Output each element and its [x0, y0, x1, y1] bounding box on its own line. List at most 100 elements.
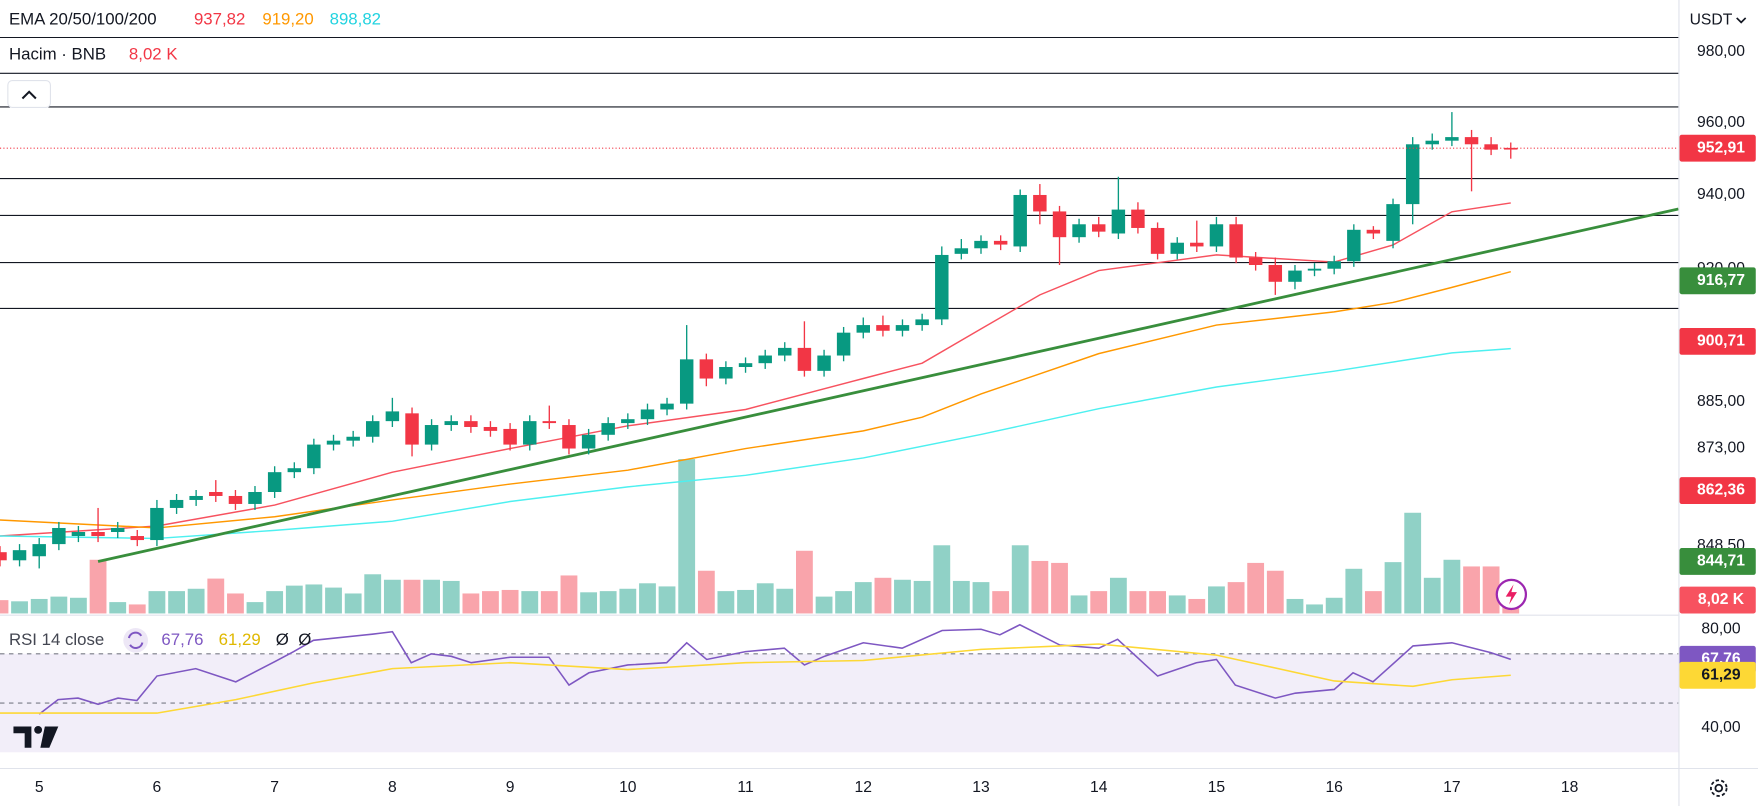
candle-body [12, 550, 27, 561]
candle-body [1209, 224, 1224, 247]
price-badge [1679, 548, 1756, 575]
candle-body [91, 532, 105, 537]
candle-body [817, 355, 831, 371]
candle-body [1386, 204, 1400, 241]
collapse-button-box[interactable] [7, 80, 52, 109]
volume-bar [1188, 598, 1206, 614]
y-tick-label: 885,00 [1697, 393, 1745, 410]
volume-bar [580, 592, 598, 614]
candle-body [699, 359, 714, 379]
volume-bar [482, 591, 499, 614]
x-tick-label: 8 [388, 779, 397, 796]
dropdown-icon [1736, 17, 1747, 24]
volume-bar [1109, 577, 1127, 614]
candle-body [523, 421, 537, 445]
candle-body [71, 532, 86, 537]
icon-bg[interactable] [123, 628, 148, 653]
candle-body [954, 248, 969, 254]
volume-bar [1463, 566, 1480, 614]
volume-bar [815, 596, 833, 614]
rsi-line [38, 623, 1512, 715]
candle-body [1405, 144, 1420, 205]
volume-bar [1306, 604, 1323, 614]
volume-bar [894, 579, 911, 614]
gear-outer[interactable] [1710, 779, 1728, 797]
y-tick-label: 873,00 [1697, 440, 1745, 457]
volume-bar [776, 588, 794, 614]
ema-legend-value: 898,82 [330, 10, 381, 29]
candle-body [189, 495, 203, 500]
volume-bar [403, 579, 421, 614]
candle-body [1111, 209, 1126, 234]
candle-body [130, 536, 144, 541]
price-badge-label: 952,91 [1697, 139, 1745, 156]
x-tick-label: 18 [1561, 779, 1579, 796]
candle-body [0, 552, 7, 561]
candle-body [993, 240, 1008, 245]
rsi-pane [0, 615, 1679, 768]
rsi-legend-extra: Ø [298, 630, 311, 649]
volume-legend-title: Hacim · BNB [9, 44, 106, 63]
y-tick-label: 960,00 [1697, 114, 1745, 131]
alert-icon[interactable] [1495, 578, 1528, 611]
volume-bar [1208, 586, 1225, 614]
candle-body [1229, 224, 1243, 258]
volume-bar [187, 588, 205, 614]
volume-bar [737, 589, 754, 614]
volume-bar [1070, 595, 1088, 614]
volume-bar [364, 574, 382, 614]
volume-bar [796, 550, 813, 614]
rsi-legend-extra: Ø [276, 630, 289, 649]
candle-body [287, 468, 302, 473]
price-badge-label: 900,71 [1697, 333, 1745, 350]
volume-badge [1679, 586, 1756, 614]
candle-body [385, 411, 400, 422]
volume-bar [835, 591, 853, 614]
candle-body [778, 347, 792, 356]
x-tick-label: 7 [270, 779, 279, 796]
candle-body [1347, 229, 1361, 262]
collapse-button[interactable] [7, 80, 52, 109]
volume-bar [599, 591, 617, 614]
candle-body [679, 359, 694, 404]
price-badge [1679, 134, 1756, 162]
candle-body [1484, 144, 1498, 150]
x-tick-label: 14 [1090, 779, 1108, 796]
candle-body [1307, 268, 1322, 271]
price-badge-label: 862,36 [1697, 482, 1745, 499]
candle-body [621, 419, 635, 424]
volume-bar [717, 591, 735, 614]
volume-bar [560, 575, 578, 614]
volume-bar [540, 591, 558, 614]
volume-bar [89, 559, 107, 614]
volume-badge-label: 8,02 K [1698, 591, 1745, 608]
candle-body [836, 332, 851, 356]
candle-body [209, 491, 223, 496]
logo [13, 725, 59, 748]
icon-glyph [127, 631, 144, 649]
candle-body [1268, 264, 1283, 282]
candle-body [876, 325, 890, 331]
x-tick-label: 16 [1325, 779, 1343, 796]
candle-body [1445, 137, 1459, 141]
volume-bar [148, 591, 166, 614]
candle-body [307, 444, 321, 469]
quote-selector[interactable]: USDT [1681, 4, 1756, 36]
candle-body [267, 472, 282, 492]
candle-body [1091, 224, 1106, 232]
candle-body [974, 240, 988, 249]
candle-body [1248, 257, 1263, 265]
candle-body [326, 440, 341, 445]
volume-bar [246, 602, 264, 614]
rsi-refresh-icon[interactable] [123, 628, 148, 653]
volume-bar [1423, 577, 1441, 614]
candle-body [110, 527, 125, 533]
settings-button[interactable] [1710, 779, 1728, 797]
candle-body [895, 325, 910, 331]
candle-body [581, 434, 596, 449]
quote-currency[interactable]: USDT [1690, 11, 1733, 28]
volume-bar [972, 582, 990, 614]
